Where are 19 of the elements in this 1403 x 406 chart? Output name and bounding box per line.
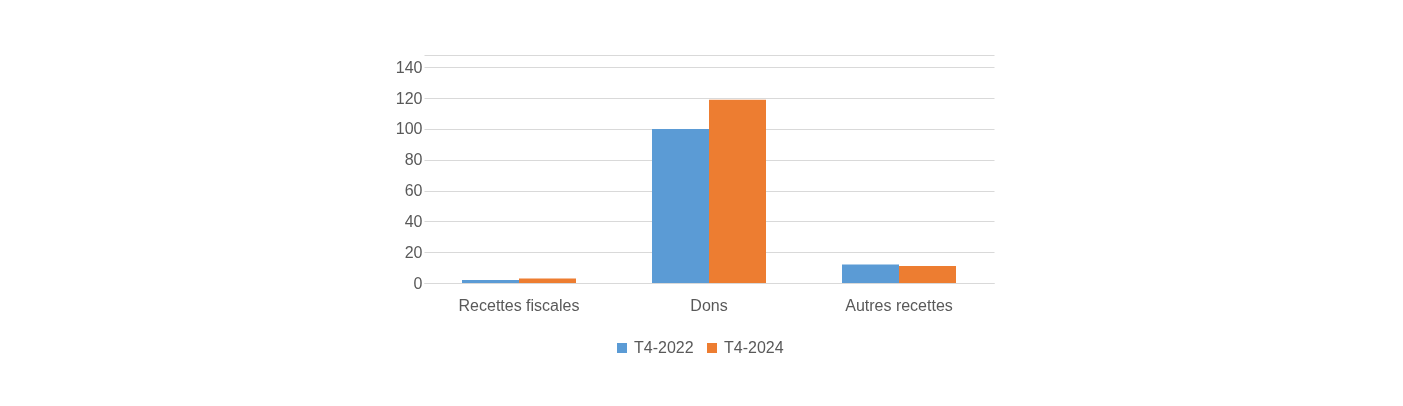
y-tick-label: 0 [413,274,423,292]
x-tick-label: Dons [690,296,728,314]
y-tick-label: 20 [404,243,423,261]
y-tick-label: 40 [404,212,423,230]
bar [519,278,576,283]
y-tick-label: 120 [395,89,423,107]
bar [709,99,766,283]
y-tick-label: 140 [395,58,423,76]
x-tick-label: Recettes fiscales [458,296,580,314]
legend-label: T4-2022 [634,339,694,356]
y-tick-label: 60 [404,182,423,200]
bar [842,264,899,283]
y-tick-label: 100 [395,120,423,138]
bar [462,279,519,283]
bar [652,128,709,283]
legend-label: T4-2024 [724,339,784,356]
bar [899,266,956,283]
y-tick-label: 80 [404,151,423,169]
x-tick-label: Autres recettes [845,296,953,314]
